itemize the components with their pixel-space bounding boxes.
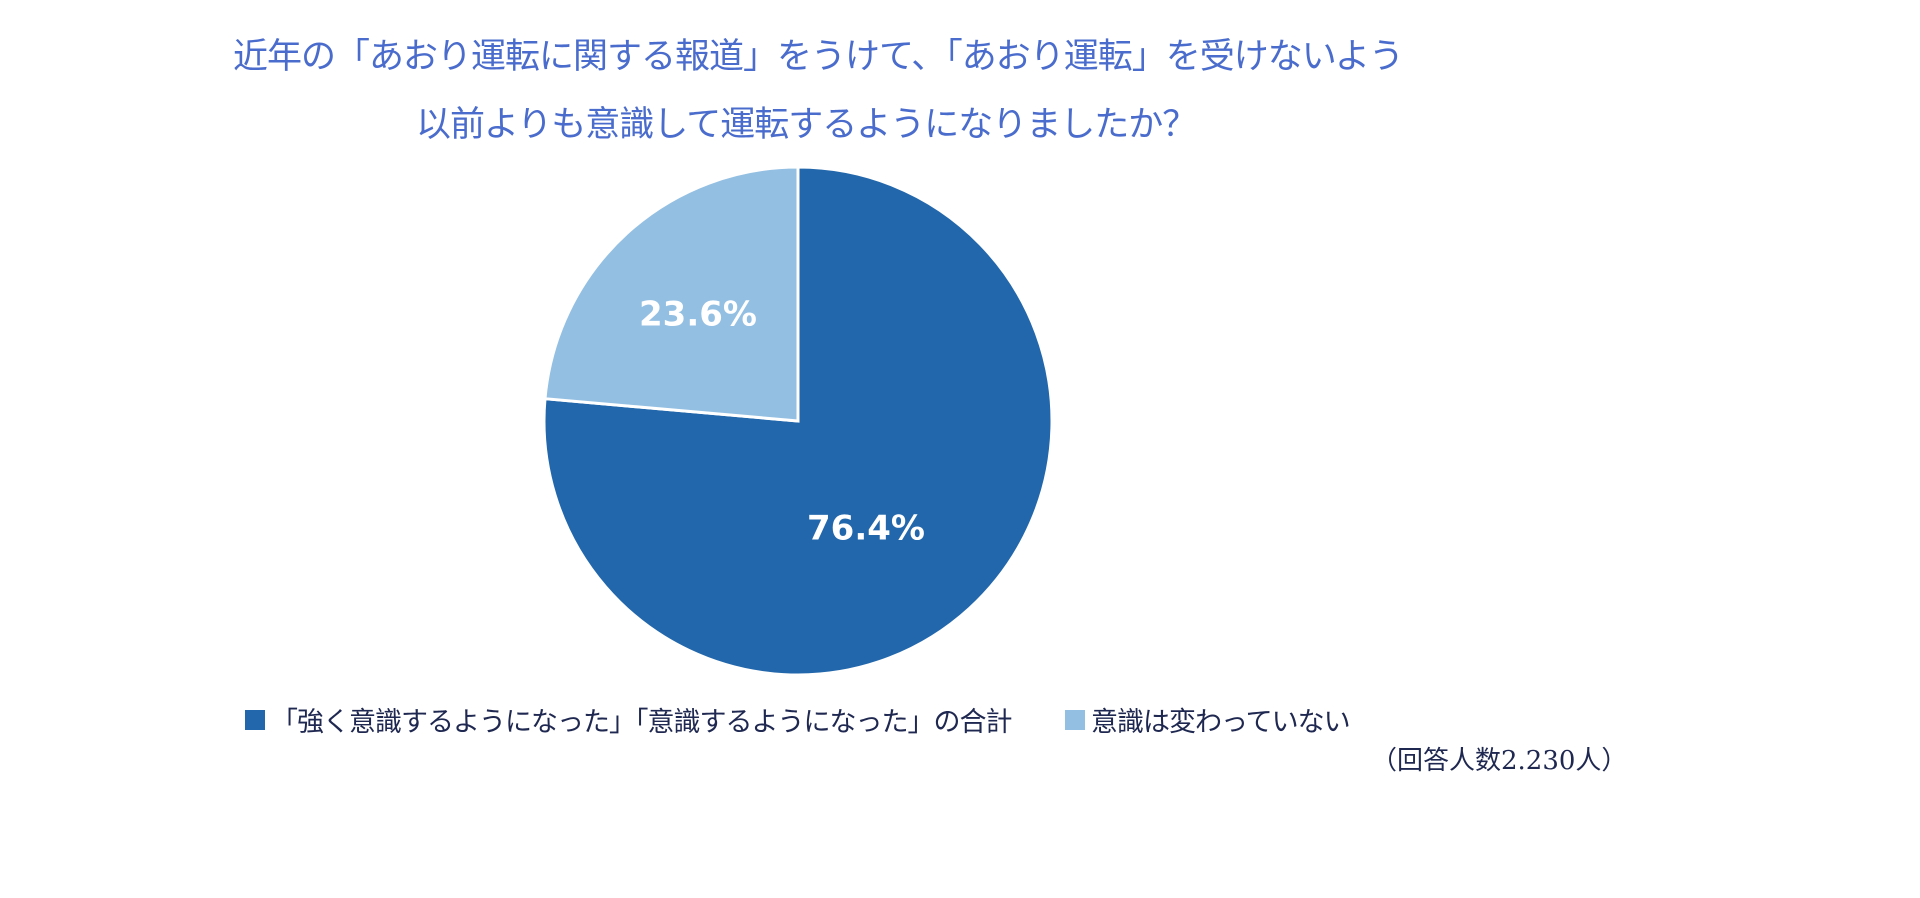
legend-label: 意識は変わっていない [1091,707,1351,738]
pie-slice [543,165,800,423]
legend-label: 「強く意識するようになった」「意識するようになった」の合計 [271,707,1012,738]
legend-item-unchanged: 意識は変わっていない [1065,700,1351,739]
data-label: 76.4% [807,509,925,549]
respondent-count-note: （回答人数2.230人） [1371,746,1628,776]
legend-item-aware: 「強く意識するようになった」「意識するようになった」の合計 [245,700,1012,739]
chart-title-line-2: 以前よりも意識して運転するようになりましたか？ [416,105,1197,145]
data-label: 23.6% [639,295,757,335]
chart-title-line-1: 近年の「あおり運転に関する報道」をうけて、「あおり運転」を受けないよう [233,37,1404,77]
legend-swatch [245,709,265,730]
legend-swatch [1065,709,1085,730]
